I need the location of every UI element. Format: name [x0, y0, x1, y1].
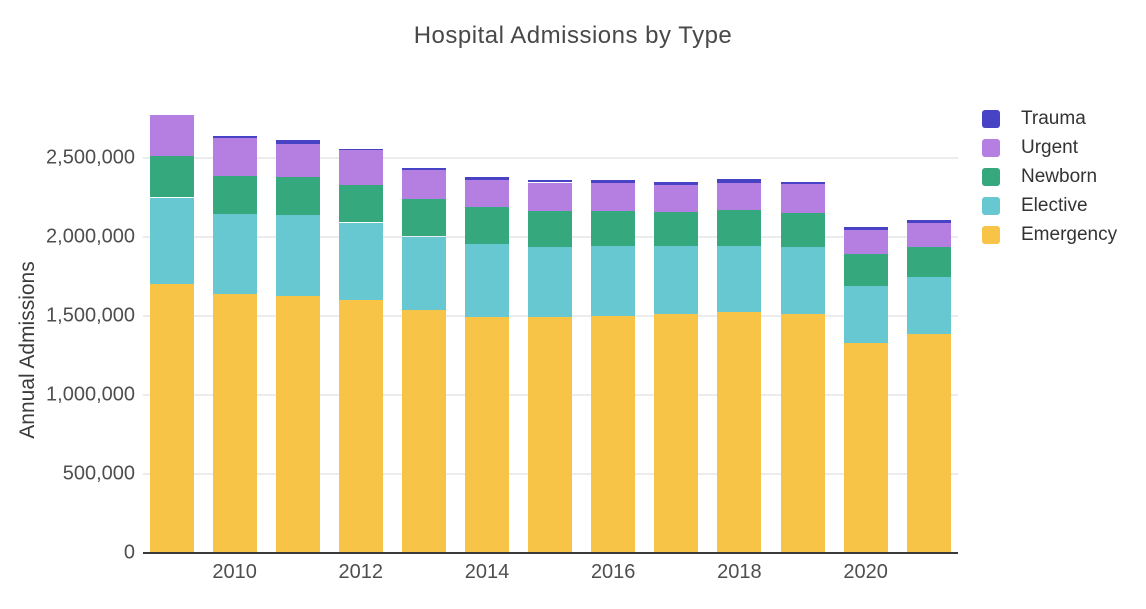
bar-segment-emergency-2020 [843, 342, 888, 553]
bar-segment-elective-2016 [591, 245, 636, 316]
y-tick-label: 1,000,000 [46, 383, 135, 406]
bar-segment-emergency-2014 [465, 316, 509, 553]
x-tick-label: 2018 [717, 561, 762, 583]
bar-segment-trauma-2011 [275, 140, 320, 144]
bar-segment-urgent-2010 [212, 137, 257, 176]
bar-segment-newborn-2012 [338, 184, 383, 223]
bar-segment-urgent-2021 [906, 222, 951, 247]
bar-segment-emergency-2009 [149, 284, 194, 553]
y-tick-label: 2,000,000 [46, 225, 135, 248]
bar-segment-elective-2014 [465, 244, 509, 317]
legend: Trauma Urgent Newborn Elective Emergency [982, 104, 1117, 249]
legend-label-elective: Elective [1021, 194, 1088, 216]
bar-segment-emergency-2015 [528, 317, 573, 553]
bar-segment-urgent-2015 [528, 182, 573, 211]
bar-segment-trauma-2020 [843, 227, 888, 230]
y-tick-label: 0 [123, 541, 135, 564]
bar-segment-newborn-2019 [780, 212, 825, 247]
legend-label-emergency: Emergency [1021, 223, 1118, 245]
legend-swatch-newborn-icon [982, 167, 1000, 186]
bar-segment-trauma-2012 [338, 148, 383, 151]
bar-segment-newborn-2013 [401, 199, 446, 237]
bar-segment-elective-2012 [338, 222, 383, 300]
bar-segment-elective-2018 [717, 246, 762, 312]
bar-segment-newborn-2011 [275, 177, 320, 215]
bar-segment-elective-2011 [275, 214, 320, 296]
legend-label-trauma: Trauma [1021, 107, 1086, 129]
bar-segment-emergency-2021 [906, 333, 951, 553]
x-axis-line [143, 552, 958, 554]
bar-segment-trauma-2016 [591, 180, 636, 184]
bar-segment-emergency-2013 [401, 310, 446, 553]
bar-segment-newborn-2009 [149, 155, 194, 198]
bar-segment-emergency-2010 [212, 294, 257, 553]
legend-label-urgent: Urgent [1021, 136, 1079, 158]
bar-segment-newborn-2010 [212, 175, 257, 215]
y-tick-label: 1,500,000 [46, 304, 135, 327]
bar-segment-newborn-2015 [528, 210, 573, 247]
x-tick-label: 2020 [843, 561, 888, 583]
bar-segment-newborn-2014 [465, 207, 509, 245]
bar-segment-newborn-2017 [654, 211, 699, 246]
bar-segment-emergency-2012 [338, 299, 383, 553]
legend-item-urgent[interactable]: Urgent [982, 133, 1117, 162]
bar-segment-emergency-2011 [275, 295, 320, 553]
bar-segment-urgent-2018 [717, 182, 762, 211]
y-axis-title: Annual Admissions [16, 261, 39, 439]
bar-segment-urgent-2011 [275, 143, 320, 178]
legend-item-newborn[interactable]: Newborn [982, 162, 1117, 191]
bar-segment-trauma-2014 [465, 177, 509, 180]
y-tick-label: 2,500,000 [46, 146, 135, 169]
bar-segment-urgent-2020 [843, 229, 888, 254]
bar-segment-emergency-2018 [717, 312, 762, 553]
legend-label-newborn: Newborn [1021, 165, 1098, 187]
bar-segment-emergency-2019 [780, 314, 825, 553]
bar-segment-elective-2017 [654, 245, 699, 315]
bar-segment-trauma-2018 [717, 179, 762, 183]
legend-item-elective[interactable]: Elective [982, 191, 1117, 220]
bar-segment-trauma-2017 [654, 181, 699, 185]
bar-segment-urgent-2012 [338, 150, 383, 185]
x-tick-label: 2010 [212, 561, 257, 583]
x-tick-label: 2016 [590, 561, 636, 583]
bar-segment-emergency-2017 [654, 314, 699, 553]
bar-segment-newborn-2020 [843, 253, 888, 286]
bar-segment-trauma-2015 [528, 180, 573, 183]
bar-segment-elective-2015 [528, 246, 573, 318]
bar-segment-urgent-2017 [654, 184, 699, 212]
legend-swatch-emergency-icon [982, 225, 1000, 244]
bar-segment-trauma-2021 [906, 219, 951, 223]
bar-segment-elective-2020 [843, 286, 888, 343]
bar-segment-newborn-2018 [717, 210, 762, 246]
bar-segment-trauma-2019 [780, 182, 825, 185]
bar-segment-urgent-2009 [149, 115, 194, 156]
chart-title: Hospital Admissions by Type [413, 22, 733, 49]
bar-segment-elective-2019 [780, 246, 825, 315]
gridline [143, 157, 958, 159]
bar-segment-trauma-2013 [401, 167, 446, 170]
legend-swatch-urgent-icon [982, 138, 1000, 157]
bar-segment-newborn-2016 [591, 210, 636, 246]
bar-segment-elective-2009 [149, 197, 194, 285]
bar-segment-trauma-2010 [212, 135, 257, 138]
legend-item-emergency[interactable]: Emergency [982, 220, 1117, 249]
x-tick-label: 2012 [338, 561, 384, 583]
legend-swatch-elective-icon [982, 196, 1000, 215]
legend-item-trauma[interactable]: Trauma [982, 104, 1117, 133]
bar-segment-elective-2010 [212, 214, 257, 295]
bar-segment-elective-2021 [906, 277, 951, 334]
x-tick-label: 2014 [464, 561, 510, 583]
y-tick-label: 500,000 [62, 462, 135, 485]
bar-segment-newborn-2021 [906, 246, 951, 278]
bar-segment-elective-2013 [401, 236, 446, 310]
bar-segment-urgent-2013 [401, 170, 446, 200]
bar-segment-urgent-2019 [780, 184, 825, 213]
legend-swatch-trauma-icon [982, 109, 1000, 128]
bar-segment-urgent-2016 [591, 183, 636, 211]
bar-segment-emergency-2016 [591, 315, 636, 553]
bar-segment-urgent-2014 [465, 179, 509, 208]
